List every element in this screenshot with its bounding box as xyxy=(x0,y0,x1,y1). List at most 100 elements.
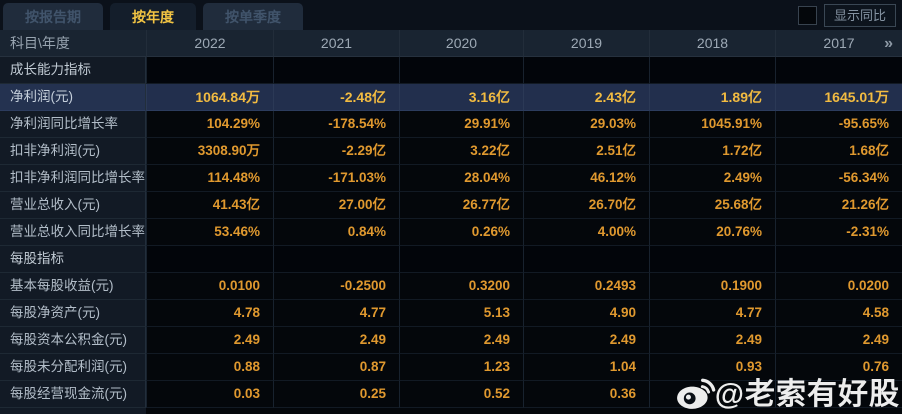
year-header-2021: 2021 xyxy=(273,30,399,57)
row-label: 每股资本公积金(元) xyxy=(0,327,146,354)
row-label: 扣非净利润同比增长率 xyxy=(0,165,146,192)
section-row: 每股指标 xyxy=(0,246,902,273)
section-label: 每股指标 xyxy=(0,246,146,273)
cell-value: -171.03% xyxy=(273,165,399,192)
cell-value: 4.78 xyxy=(146,300,273,327)
row-label: 净利润(元) xyxy=(0,84,146,111)
period-tabs: 按报告期 按年度 按单季度 xyxy=(3,3,310,30)
cell-value: 1.72亿 xyxy=(649,138,775,165)
cell-value: 1.89亿 xyxy=(649,84,775,111)
cell-value: 29.91% xyxy=(399,111,523,138)
year-header-2020: 2020 xyxy=(399,30,523,57)
cell-value: -56.34% xyxy=(775,165,902,192)
cell-value: 0.0100 xyxy=(146,273,273,300)
table-row[interactable]: 营业总收入同比增长率 53.46% 0.84% 0.26% 4.00% 20.76% -2.… xyxy=(0,219,902,246)
cell-value xyxy=(775,381,902,408)
cell-value: 1064.84万 xyxy=(146,84,273,111)
cell-value: 0.03 xyxy=(146,381,273,408)
cell-value: 0.3200 xyxy=(399,273,523,300)
table-body: 成长能力指标 净利润(元) 1064.84万 -2.48亿 3.16亿 2.43亿 1.89… xyxy=(0,57,902,414)
tabbar-controls: 显示同比 xyxy=(797,4,896,27)
table-row[interactable]: 每股资本公积金(元) 2.49 2.49 2.49 2.49 2.49 2.49 xyxy=(0,327,902,354)
cell-value: -2.48亿 xyxy=(273,84,399,111)
cell-value: 4.90 xyxy=(523,300,649,327)
cell-value: -178.54% xyxy=(273,111,399,138)
table-row[interactable]: 扣非净利润同比增长率 114.48% -171.03% 28.04% 46.12% 2.4… xyxy=(0,165,902,192)
show-yoy-label[interactable]: 显示同比 xyxy=(823,4,896,27)
row-label: 营业总收入(元) xyxy=(0,192,146,219)
year-header-2018: 2018 xyxy=(649,30,775,57)
cell-value: 2.49% xyxy=(649,165,775,192)
year-header-2017: 2017» xyxy=(775,30,902,57)
period-tabbar: 按报告期 按年度 按单季度 显示同比 xyxy=(0,0,902,30)
cell-value: 2.49 xyxy=(649,327,775,354)
year-header-2022: 2022 xyxy=(146,30,273,57)
cell-value: 26.70亿 xyxy=(523,192,649,219)
table-row[interactable]: 扣非净利润(元) 3308.90万 -2.29亿 3.22亿 2.51亿 1.72亿 1.6… xyxy=(0,138,902,165)
cell-value xyxy=(273,408,399,414)
cell-value: 2.49 xyxy=(775,327,902,354)
cell-value: 0.52 xyxy=(399,381,523,408)
table-row[interactable]: 营业总收入(元) 41.43亿 27.00亿 26.77亿 26.70亿 25.68亿 21… xyxy=(0,192,902,219)
corner-header-label: 科目\年度 xyxy=(0,30,146,57)
cell-value xyxy=(146,57,273,84)
cell-value: 25.68亿 xyxy=(649,192,775,219)
cell-value xyxy=(399,57,523,84)
cell-value: 41.43亿 xyxy=(146,192,273,219)
table-row[interactable]: 基本每股收益(元) 0.0100 -0.2500 0.3200 0.2493 0.1900… xyxy=(0,273,902,300)
year-header-2019: 2019 xyxy=(523,30,649,57)
cell-value: 26.77亿 xyxy=(399,192,523,219)
cell-value: 27.00亿 xyxy=(273,192,399,219)
cell-value: 4.77 xyxy=(649,300,775,327)
table-row[interactable]: 每股净资产(元) 4.78 4.77 5.13 4.90 4.77 4.58 xyxy=(0,300,902,327)
tab-按年度[interactable]: 按年度 xyxy=(110,3,196,30)
cell-value: 0.76 xyxy=(775,354,902,381)
table-row[interactable]: 每股未分配利润(元) 0.88 0.87 1.23 1.04 0.93 0.76 xyxy=(0,354,902,381)
cell-value: 46.12% xyxy=(523,165,649,192)
cell-value: 21.26亿 xyxy=(775,192,902,219)
cell-value: 104.29% xyxy=(146,111,273,138)
table-header-row: 科目\年度 2022 2021 2020 2019 2018 2017» xyxy=(0,30,902,57)
tab-按报告期[interactable]: 按报告期 xyxy=(3,3,103,30)
cell-value: 1645.01万 xyxy=(775,84,902,111)
row-label xyxy=(0,408,146,414)
cell-value xyxy=(649,381,775,408)
cell-value: 3308.90万 xyxy=(146,138,273,165)
cell-value: 4.00% xyxy=(523,219,649,246)
cell-value xyxy=(523,408,649,414)
cell-value xyxy=(649,246,775,273)
cell-value xyxy=(523,246,649,273)
cell-value: 0.93 xyxy=(649,354,775,381)
cell-value: 3.22亿 xyxy=(399,138,523,165)
cell-value xyxy=(399,408,523,414)
cell-value: 0.84% xyxy=(273,219,399,246)
show-yoy-checkbox[interactable] xyxy=(797,6,817,25)
cell-value: 4.58 xyxy=(775,300,902,327)
cell-value xyxy=(146,246,273,273)
table-row[interactable]: 净利润(元) 1064.84万 -2.48亿 3.16亿 2.43亿 1.89亿 1645.… xyxy=(0,84,902,111)
cell-value xyxy=(775,408,902,414)
section-row: 成长能力指标 xyxy=(0,57,902,84)
cell-value: -95.65% xyxy=(775,111,902,138)
cell-value: 0.87 xyxy=(273,354,399,381)
cell-value xyxy=(399,246,523,273)
table-row[interactable]: 每股经营现金流(元) 0.03 0.25 0.52 0.36 xyxy=(0,381,902,408)
table-row[interactable]: 净利润同比增长率 104.29% -178.54% 29.91% 29.03% 1045.… xyxy=(0,111,902,138)
cell-value: 3.16亿 xyxy=(399,84,523,111)
cell-value xyxy=(523,57,649,84)
cell-value: -2.29亿 xyxy=(273,138,399,165)
cell-value: 53.46% xyxy=(146,219,273,246)
cell-value: 2.49 xyxy=(523,327,649,354)
cell-value xyxy=(273,246,399,273)
section-label: 成长能力指标 xyxy=(0,57,146,84)
row-label: 每股经营现金流(元) xyxy=(0,381,146,408)
cell-value: 1.68亿 xyxy=(775,138,902,165)
cell-value: 0.2493 xyxy=(523,273,649,300)
tab-按单季度[interactable]: 按单季度 xyxy=(203,3,303,30)
more-years-icon[interactable]: » xyxy=(884,35,893,52)
cell-value: 1.23 xyxy=(399,354,523,381)
cell-value: 20.76% xyxy=(649,219,775,246)
row-label: 每股净资产(元) xyxy=(0,300,146,327)
cell-value: 0.26% xyxy=(399,219,523,246)
